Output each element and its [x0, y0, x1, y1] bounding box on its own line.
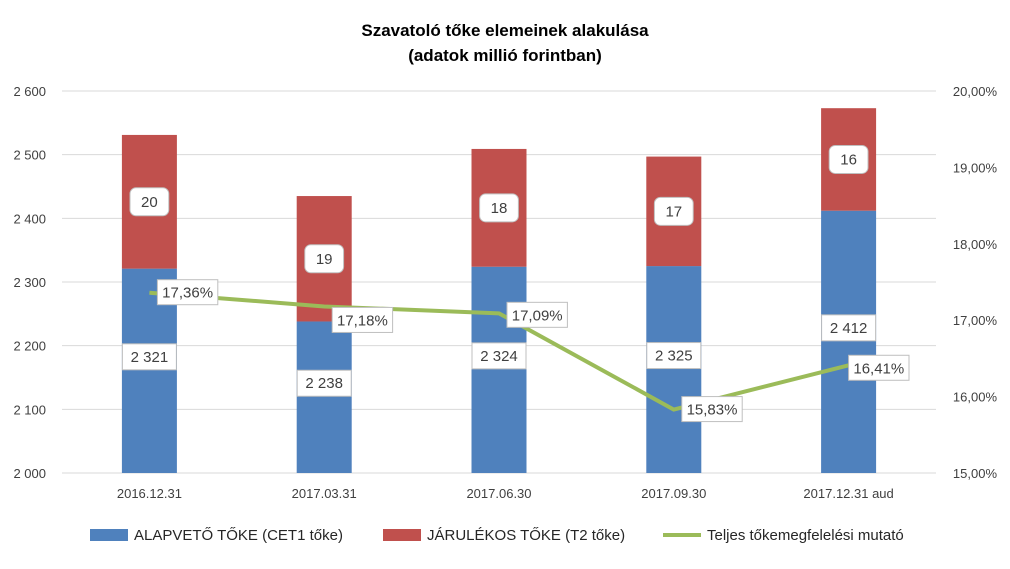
line-point-label-box	[681, 396, 743, 423]
line-point-label: 16,41%	[853, 360, 904, 377]
bar-cet1-label-box	[471, 342, 527, 370]
bar-t2-label: 20	[141, 194, 158, 211]
line-point-label: 17,09%	[512, 307, 563, 324]
bar-cet1-label: 2 325	[655, 348, 693, 365]
bar-t2-label: 19	[316, 251, 333, 268]
bar-t2-label: 17	[665, 203, 682, 220]
bar-t2-label-box	[129, 187, 170, 217]
bar-cet1	[296, 321, 352, 473]
line-capital-ratio	[149, 290, 850, 412]
legend-label-ratio: Teljes tőkemegfelelési mutató	[707, 527, 904, 544]
legend-label-cet1: ALAPVETŐ TŐKE (CET1 tőke)	[134, 527, 343, 544]
y2-tick-label: 17,00%	[953, 313, 998, 328]
bar-cet1-label-box	[296, 369, 352, 397]
bar-t2-label-box	[304, 244, 345, 274]
bar-cet1-label: 2 238	[305, 375, 343, 392]
x-tick-label: 2017.09.30	[641, 486, 706, 501]
y2-tick-label: 20,00%	[953, 84, 998, 99]
y2-tick-label: 16,00%	[953, 390, 998, 405]
bar-cet1	[471, 266, 527, 473]
legend-label-t2: JÁRULÉKOS TŐKE (T2 tőke)	[427, 527, 625, 544]
legend-swatch-cet1	[90, 529, 128, 541]
bar-t2-label: 18	[491, 200, 508, 217]
y2-tick-label: 19,00%	[953, 160, 998, 175]
x-tick-label: 2017.03.31	[292, 486, 357, 501]
line-point-label: 17,18%	[337, 312, 388, 329]
bar-t2-label: 16	[840, 151, 857, 168]
line-point-label-box	[331, 306, 394, 333]
bar-cet1-label-box	[121, 343, 177, 371]
legend-swatch-t2	[383, 529, 421, 541]
bar-cet1-label: 2 412	[830, 320, 868, 337]
bar-cet1-label-box	[646, 342, 702, 370]
line-point-label-box	[156, 279, 219, 306]
bar-cet1-label: 2 321	[131, 349, 169, 366]
bar-cet1	[646, 266, 702, 473]
y-tick-label: 2 000	[13, 466, 46, 481]
line-point-label-box	[848, 354, 910, 381]
line-point-label: 17,36%	[162, 285, 213, 302]
x-tick-label: 2016.12.31	[117, 486, 182, 501]
bar-t2-label-box	[653, 196, 694, 226]
bar-cet1-label-box	[821, 314, 877, 342]
y-tick-label: 2 400	[13, 211, 46, 226]
y-tick-label: 2 500	[13, 148, 46, 163]
y-tick-label: 2 300	[13, 275, 46, 290]
y2-tick-label: 15,00%	[953, 466, 998, 481]
bar-cet1	[821, 210, 877, 473]
bar-cet1-label: 2 324	[480, 348, 518, 365]
y-tick-label: 2 200	[13, 339, 46, 354]
y-tick-label: 2 600	[13, 84, 46, 99]
bar-t2-label-box	[828, 144, 869, 174]
chart-subtitle: (adatok millió forintban)	[408, 46, 602, 65]
y2-tick-label: 18,00%	[953, 237, 998, 252]
line-point-label: 15,83%	[687, 402, 738, 419]
bar-t2-label-box	[479, 193, 519, 223]
line-point-label-box	[506, 301, 568, 328]
x-tick-label: 2017.12.31 aud	[803, 486, 893, 501]
y-tick-label: 2 100	[13, 402, 46, 417]
chart-title: Szavatoló tőke elemeinek alakulása	[361, 21, 649, 40]
x-tick-label: 2017.06.30	[466, 486, 531, 501]
